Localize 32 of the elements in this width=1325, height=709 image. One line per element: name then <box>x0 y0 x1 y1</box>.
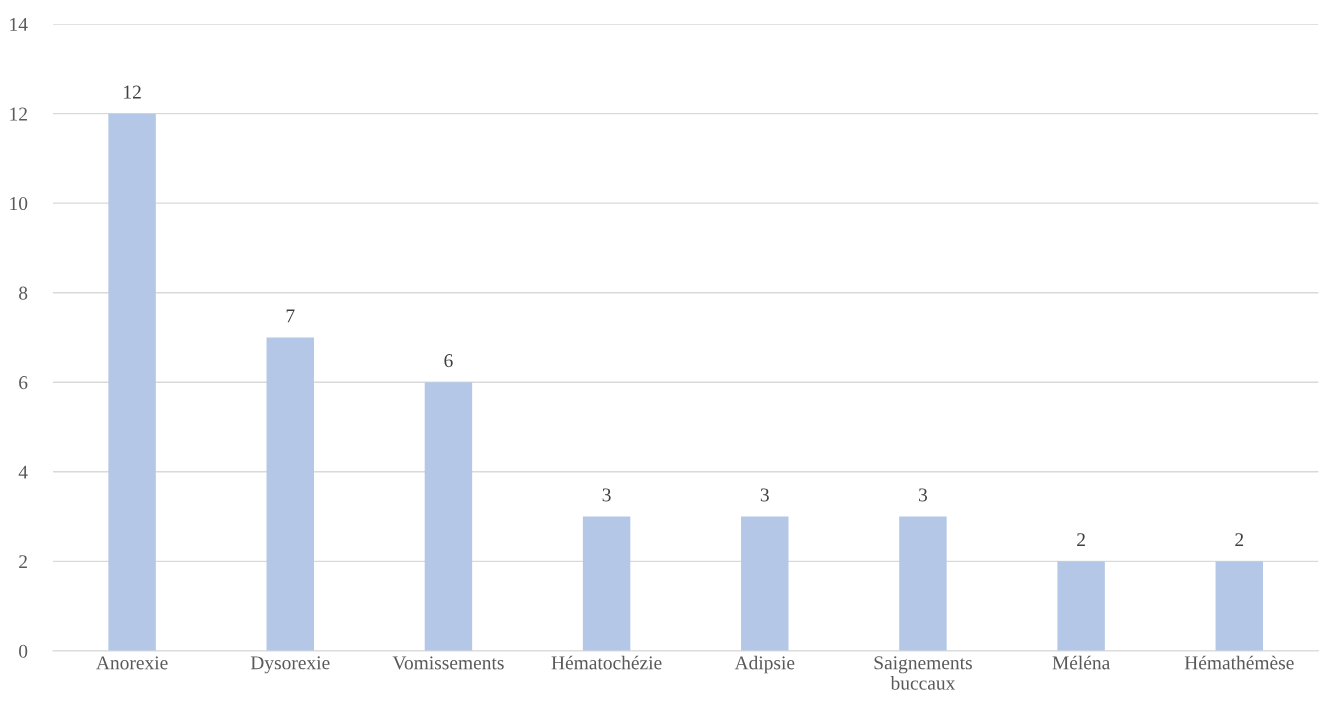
x-tick-label: Hématochézie <box>551 655 662 670</box>
x-tick-label: Saignements buccaux <box>874 656 972 690</box>
y-tick-label: 6 <box>19 376 28 390</box>
bar <box>1057 561 1105 651</box>
bar <box>108 113 156 651</box>
y-tick-label: 14 <box>10 18 28 31</box>
data-label: 6 <box>444 354 453 368</box>
data-label: 3 <box>760 488 769 502</box>
data-label: 2 <box>1077 533 1085 547</box>
y-tick-label: 12 <box>10 107 27 121</box>
data-label: 2 <box>1235 533 1244 547</box>
data-label: 3 <box>919 488 928 502</box>
y-tick-label: 8 <box>19 286 28 300</box>
y-tick-label: 4 <box>18 465 28 479</box>
bar <box>741 516 789 651</box>
bar <box>899 516 947 651</box>
x-tick-label: Adipsie <box>734 655 795 674</box>
data-label: 12 <box>124 85 141 99</box>
x-tick-label: Méléna <box>1052 655 1110 670</box>
data-label: 7 <box>286 309 295 323</box>
bar <box>424 382 473 651</box>
y-tick-label: 0 <box>19 644 28 658</box>
y-tick-label: 10 <box>10 196 28 211</box>
bar <box>266 337 314 651</box>
x-tick-label: Vomissements <box>392 656 504 670</box>
x-tick-label: Dysorexie <box>250 656 330 674</box>
data-label: 3 <box>602 488 611 502</box>
bar <box>582 516 631 651</box>
bar <box>1215 561 1264 651</box>
x-tick-label: Hémathémèse <box>1184 655 1294 670</box>
x-tick-label: Anorexie <box>96 656 168 670</box>
y-tick-label: 2 <box>19 555 27 569</box>
